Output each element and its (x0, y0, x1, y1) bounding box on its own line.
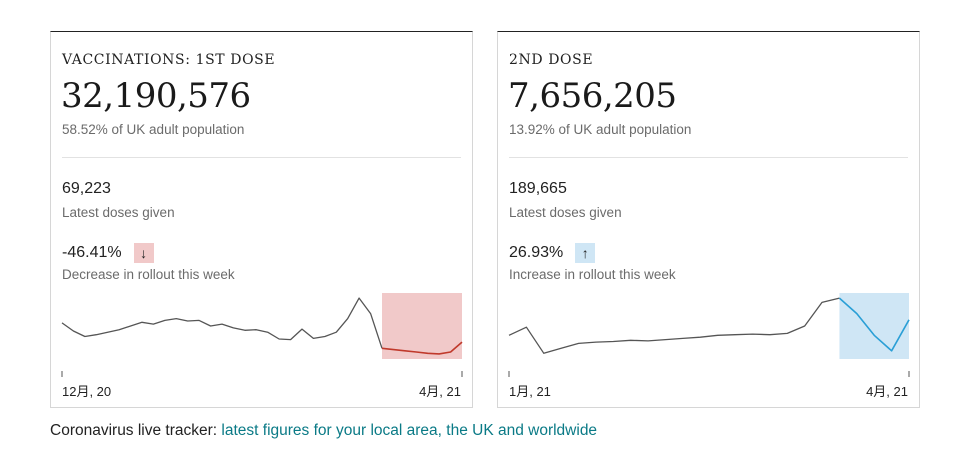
weekly-change-value: 26.93% (509, 244, 564, 261)
latest-doses-label: Latest doses given (62, 205, 175, 220)
weekly-change-row: -46.41% ↓ (62, 243, 154, 263)
current-week-highlight (382, 293, 462, 359)
latest-doses-label: Latest doses given (509, 205, 622, 220)
footer-prefix: Coronavirus live tracker: (50, 422, 222, 439)
x-tick-label-start: 1月, 21 (509, 384, 551, 399)
divider (509, 157, 908, 158)
latest-doses-value: 189,665 (509, 180, 567, 197)
divider (62, 157, 461, 158)
weekly-change-label: Increase in rollout this week (509, 267, 676, 282)
trend-line-current-week (381, 341, 463, 355)
total-doses: 32,190,576 (61, 76, 251, 116)
total-doses: 7,656,205 (508, 76, 677, 116)
trend-line-current-week (838, 297, 910, 352)
weekly-change-row: 26.93% ↑ (509, 243, 596, 263)
tracker-link[interactable]: latest figures for your local area, the … (221, 422, 598, 439)
first-dose-card: VACCINATIONS: 1ST DOSE 32,190,576 58.52%… (50, 31, 473, 408)
arrow-up-icon: ↑ (575, 243, 596, 263)
x-tick-label-end: 4月, 21 (419, 384, 461, 399)
weekly-change-value: -46.41% (62, 244, 122, 261)
latest-doses-value: 69,223 (62, 180, 111, 197)
population-percentage: 58.52% of UK adult population (62, 122, 245, 137)
footer-text: Coronavirus live tracker: latest figures… (50, 422, 597, 440)
population-percentage: 13.92% of UK adult population (509, 122, 692, 137)
arrow-down-icon: ↓ (133, 243, 154, 263)
card-title: VACCINATIONS: 1ST DOSE (62, 52, 276, 68)
trend-line (61, 297, 383, 349)
first-dose-trend-chart (61, 293, 463, 377)
current-week-highlight (839, 293, 909, 359)
card-title: 2ND DOSE (509, 52, 594, 68)
second-dose-trend-chart (508, 293, 910, 377)
second-dose-card: 2ND DOSE 7,656,205 13.92% of UK adult po… (497, 31, 920, 408)
x-tick-label-end: 4月, 21 (866, 384, 908, 399)
weekly-change-label: Decrease in rollout this week (62, 267, 235, 282)
trend-line (508, 297, 840, 354)
x-tick-label-start: 12月, 20 (62, 384, 112, 399)
